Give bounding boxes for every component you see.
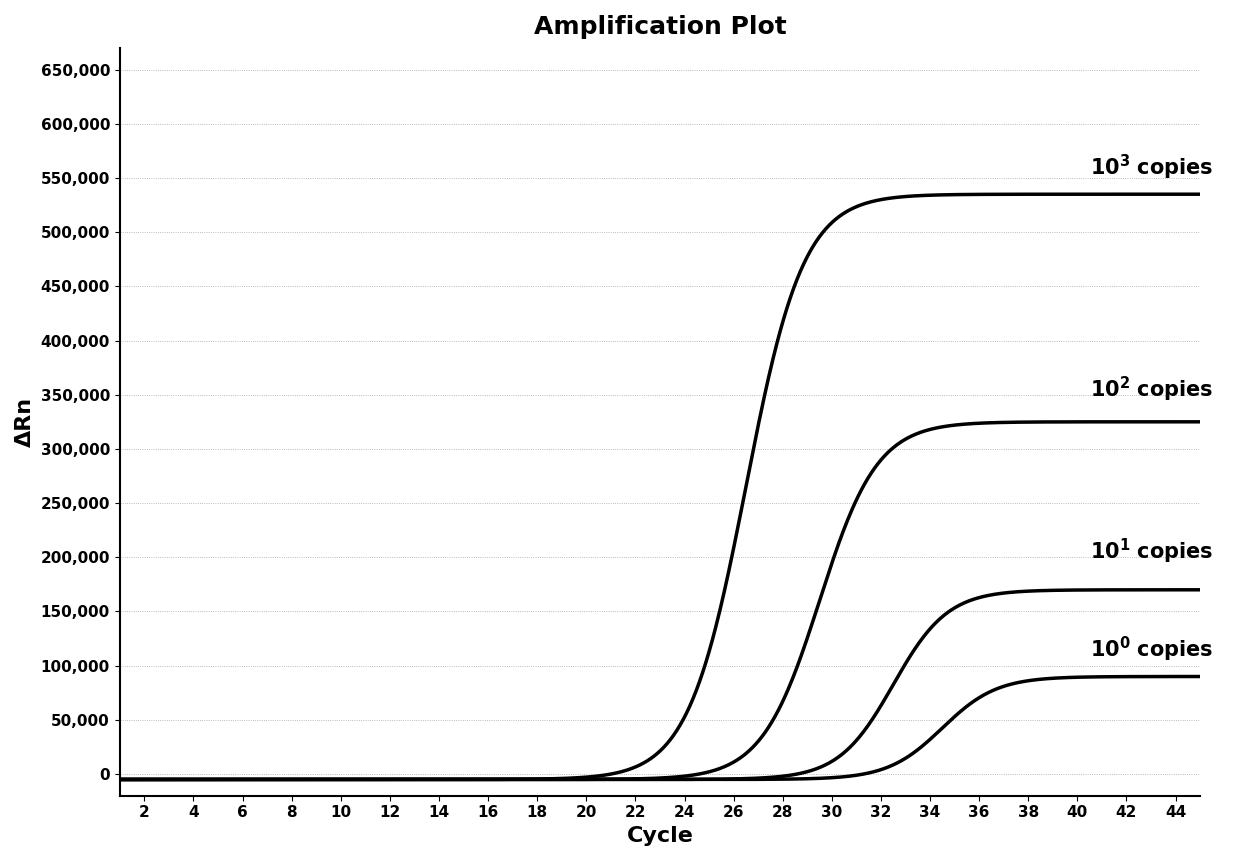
Text: $\mathbf{10^{1}}$ $\mathbf{copies}$: $\mathbf{10^{1}}$ $\mathbf{copies}$ xyxy=(1090,537,1213,567)
Text: $\mathbf{10^{0}}$ $\mathbf{copies}$: $\mathbf{10^{0}}$ $\mathbf{copies}$ xyxy=(1090,635,1213,664)
Text: $\mathbf{10^{2}}$ $\mathbf{copies}$: $\mathbf{10^{2}}$ $\mathbf{copies}$ xyxy=(1090,375,1213,404)
Title: Amplification Plot: Amplification Plot xyxy=(533,15,786,39)
Y-axis label: ΔRn: ΔRn xyxy=(15,397,35,447)
X-axis label: Cycle: Cycle xyxy=(626,826,693,846)
Text: $\mathbf{10^{3}}$ $\mathbf{copies}$: $\mathbf{10^{3}}$ $\mathbf{copies}$ xyxy=(1090,152,1213,182)
